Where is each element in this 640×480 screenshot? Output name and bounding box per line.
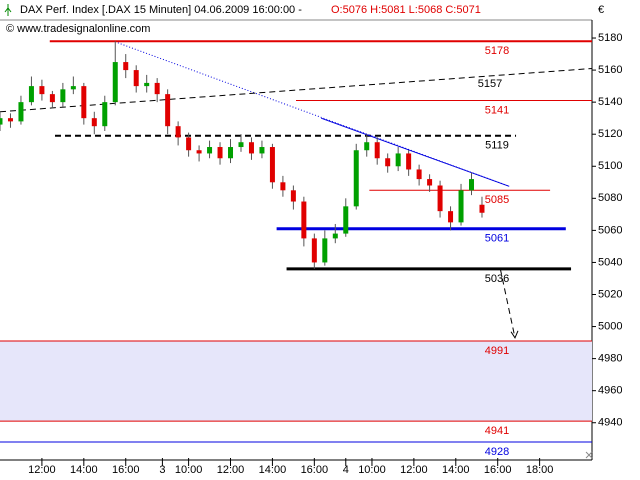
candle-body xyxy=(112,62,118,103)
candle-body xyxy=(364,142,370,151)
x-tick-label: 12:00 xyxy=(28,464,56,476)
candle-body xyxy=(353,150,359,207)
trendline xyxy=(0,67,593,113)
level-label: 4991 xyxy=(485,345,509,357)
y-tick-label: 5180 xyxy=(598,32,622,44)
x-tick-label: 3 xyxy=(159,464,165,476)
candle-body xyxy=(7,118,13,122)
candle-body xyxy=(39,86,45,95)
candle-body xyxy=(144,82,150,87)
candle-body xyxy=(416,169,422,180)
candle-body xyxy=(332,233,338,239)
candle-body xyxy=(18,102,24,122)
y-tick-label: 5040 xyxy=(598,256,622,268)
level-label: 5119 xyxy=(485,140,509,152)
level-label: 5085 xyxy=(485,194,509,206)
candle-body xyxy=(186,137,192,151)
x-tick-label: 18:00 xyxy=(526,464,554,476)
x-tick-label: 16:00 xyxy=(112,464,140,476)
candle-body xyxy=(60,89,66,103)
x-tick-label: 16:00 xyxy=(484,464,512,476)
watermark: © www.tradesignalonline.com xyxy=(6,23,150,35)
arrow-head xyxy=(510,330,519,339)
candle-body xyxy=(238,142,244,148)
level-label: 4928 xyxy=(485,446,509,458)
candle-body xyxy=(228,147,234,159)
x-tick-label: 14:00 xyxy=(70,464,98,476)
candle-body xyxy=(427,179,433,186)
y-tick-label: 5000 xyxy=(598,320,622,332)
candle-body xyxy=(123,62,129,71)
candle-body xyxy=(458,190,464,223)
y-tick-label: 5080 xyxy=(598,192,622,204)
candle-body xyxy=(448,211,454,223)
candle-body xyxy=(133,70,139,87)
x-tick-label: 4 xyxy=(343,464,349,476)
candle-body xyxy=(437,185,443,212)
candle-body xyxy=(91,118,97,127)
ohlc-label: O:5076 H:5081 L:5068 C:5071 xyxy=(331,4,481,16)
candle-body xyxy=(280,182,286,191)
trendline-label: 5157 xyxy=(478,78,502,90)
y-tick-label: 4960 xyxy=(598,385,622,397)
candle-body xyxy=(70,86,76,90)
currency: € xyxy=(598,4,604,16)
candle-body xyxy=(28,86,34,103)
x-tick-label: 10:00 xyxy=(175,464,203,476)
level-label: 5061 xyxy=(485,233,509,245)
y-tick-label: 5140 xyxy=(598,96,622,108)
candle-body xyxy=(290,190,296,202)
candle-body xyxy=(311,238,317,263)
level-label: 4941 xyxy=(485,425,509,437)
candle-body xyxy=(154,82,160,95)
candle-body xyxy=(374,142,380,159)
level-label: 5036 xyxy=(485,273,509,285)
candle-body xyxy=(49,94,55,103)
candle-body xyxy=(322,238,328,263)
candle-body xyxy=(469,179,475,191)
y-tick-label: 5020 xyxy=(598,288,622,300)
candle-body xyxy=(343,206,349,234)
zone xyxy=(0,340,592,422)
trendline xyxy=(499,268,516,338)
candle-body xyxy=(175,126,181,138)
x-tick-label: 14:00 xyxy=(442,464,470,476)
y-tick-label: 5160 xyxy=(598,64,622,76)
candle-body xyxy=(165,94,171,127)
y-tick-label: 5060 xyxy=(598,224,622,236)
candle-body xyxy=(395,153,401,167)
candle-body xyxy=(301,201,307,239)
trendline xyxy=(320,117,510,187)
level-label: 5178 xyxy=(485,45,509,57)
candle-body xyxy=(0,118,3,125)
scroll-icon xyxy=(585,451,593,459)
x-tick-label: 10:00 xyxy=(358,464,386,476)
candle-body xyxy=(259,147,265,154)
candle-body xyxy=(217,147,223,159)
x-tick-label: 12:00 xyxy=(400,464,428,476)
candle-body xyxy=(81,86,87,119)
candle-body xyxy=(385,158,391,167)
chart-title: DAX Perf. Index [.DAX 15 Minuten] 04.06.… xyxy=(20,4,302,16)
candle-body xyxy=(102,102,108,127)
y-tick-label: 4980 xyxy=(598,353,622,365)
trendline xyxy=(117,42,510,187)
candle-body xyxy=(207,147,213,154)
x-tick-label: 16:00 xyxy=(301,464,329,476)
candle-body xyxy=(269,147,275,183)
candle-body xyxy=(406,153,412,170)
y-tick-label: 5100 xyxy=(598,160,622,172)
x-tick-label: 14:00 xyxy=(259,464,287,476)
candle-body xyxy=(479,204,485,213)
y-tick-label: 4940 xyxy=(598,417,622,429)
candle-body xyxy=(196,150,202,154)
x-tick-label: 12:00 xyxy=(217,464,245,476)
y-tick-label: 5120 xyxy=(598,128,622,140)
level-label: 5141 xyxy=(485,104,509,116)
icon xyxy=(4,4,12,16)
candle-body xyxy=(248,142,254,154)
